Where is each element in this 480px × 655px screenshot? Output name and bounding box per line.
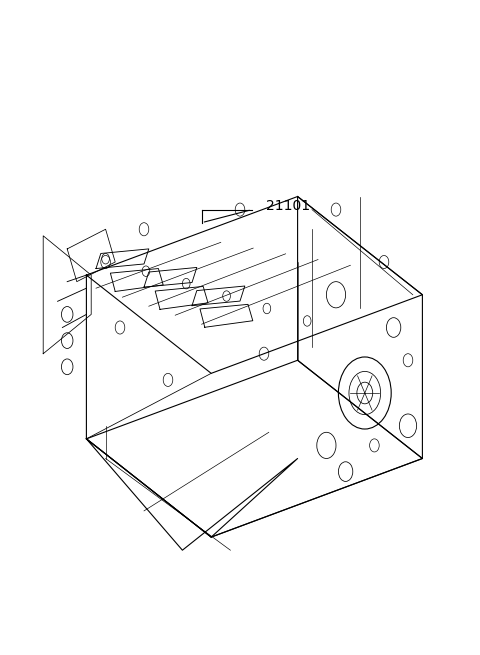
- Text: 21101: 21101: [266, 199, 311, 214]
